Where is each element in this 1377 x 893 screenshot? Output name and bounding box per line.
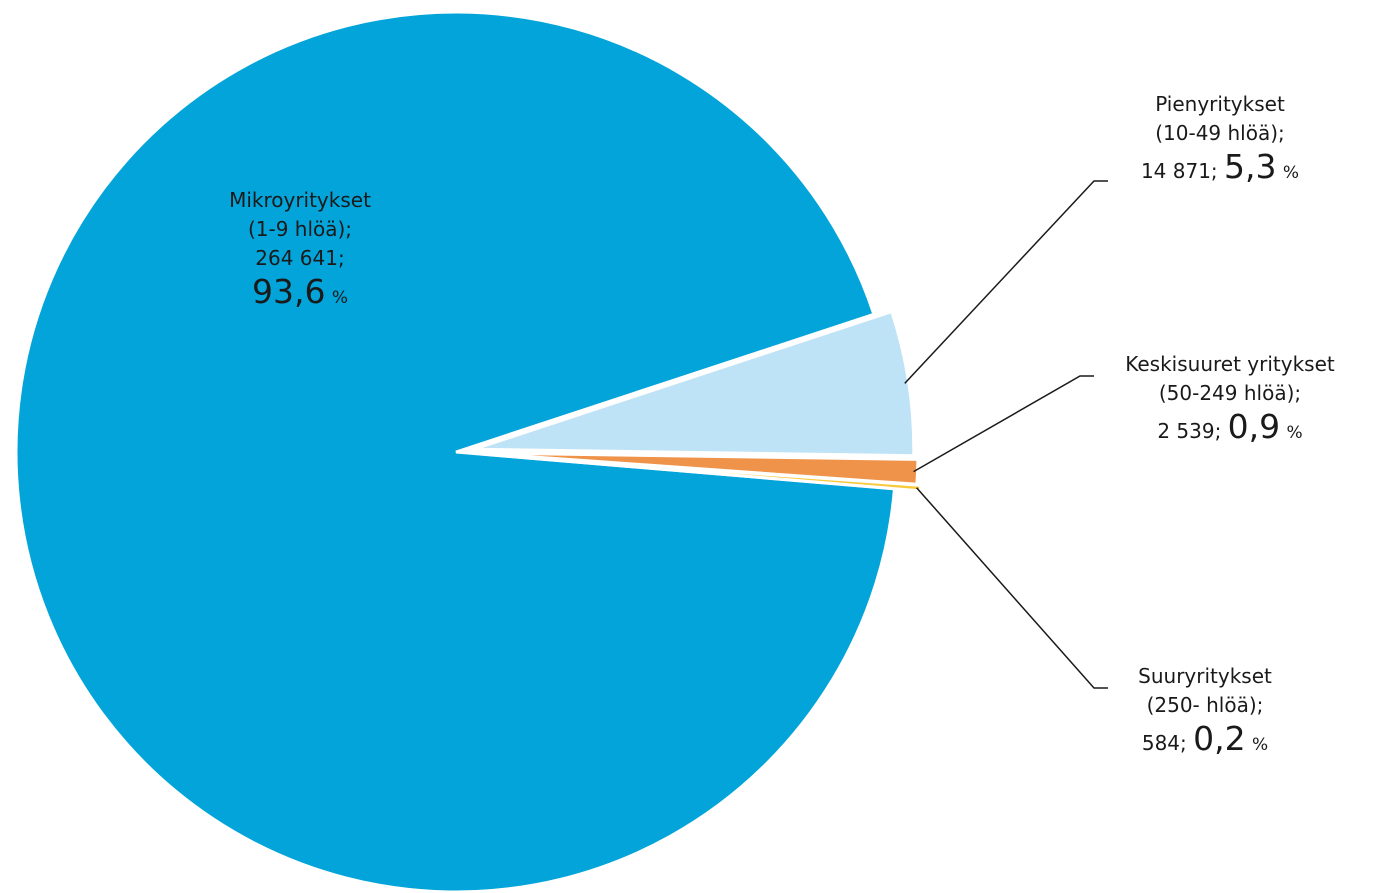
label-sub: (1-9 hlöä); (247, 217, 353, 241)
label-count: 14 871; (1140, 159, 1218, 183)
label-name: Keskisuuret yritykset (1125, 352, 1335, 376)
label-sub: (10-49 hlöä); (1155, 121, 1285, 145)
label-sub: (50-249 hlöä); (1158, 381, 1302, 405)
label-unit: % (1286, 423, 1303, 443)
label-count: 264 641; (255, 246, 345, 270)
label-name: Suuryritykset (1138, 664, 1272, 688)
leader-line-pienyritykset (904, 180, 1108, 384)
label-percent: 5,3 (1224, 147, 1277, 186)
pie-slice-suuryritykset (481, 452, 923, 493)
label-unit: % (331, 288, 348, 308)
label-sub: (250- hlöä); (1146, 693, 1264, 717)
label-pienyritykset: Pienyritykset (10-49 hlöä); 14 871; 5,3 … (1090, 90, 1350, 188)
label-percent: 93,6 (252, 272, 326, 311)
leader-line-keskisuuret (913, 375, 1094, 473)
pie-slice-pienyritykset (473, 309, 916, 458)
label-unit: % (1251, 735, 1269, 755)
label-name: Mikroyritykset (229, 188, 371, 212)
label-mikroyritykset: Mikroyritykset (1-9 hlöä); 264 641; 93,6… (190, 186, 410, 313)
label-name: Pienyritykset (1155, 92, 1285, 116)
label-count: 584; (1141, 731, 1187, 755)
leader-line-suuryritykset (916, 487, 1108, 689)
label-unit: % (1282, 163, 1300, 183)
label-percent: 0,9 (1227, 407, 1281, 446)
label-count: 2 539; (1157, 419, 1222, 443)
label-percent: 0,2 (1193, 719, 1246, 758)
label-suuryritykset: Suuryritykset (250- hlöä); 584; 0,2 % (1090, 662, 1320, 760)
label-keskisuuret: Keskisuuret yritykset (50-249 hlöä); 2 5… (1090, 350, 1370, 448)
pie-slice-mikroyritykset (14, 10, 897, 893)
